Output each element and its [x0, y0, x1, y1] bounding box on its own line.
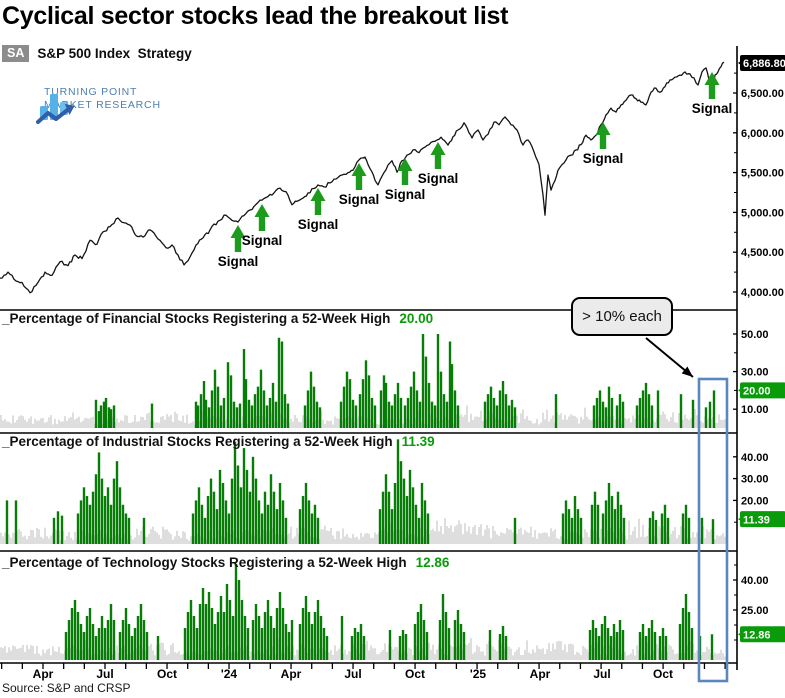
callout-arrow	[645, 337, 694, 378]
svg-text:10.00: 10.00	[741, 404, 769, 416]
svg-text:40.00: 40.00	[741, 452, 769, 464]
technology-right-axis: 25.00 40.00	[733, 564, 769, 641]
signal-up-arrow-icon	[351, 163, 367, 190]
signal-up-arrow-icon	[310, 188, 326, 215]
svg-text:5,500.00: 5,500.00	[741, 168, 784, 180]
svg-text:Oct: Oct	[405, 667, 425, 681]
svg-text:11.39: 11.39	[743, 514, 770, 526]
price-line	[0, 61, 725, 294]
svg-text:Signal: Signal	[418, 171, 459, 186]
svg-text:Oct: Oct	[653, 667, 673, 681]
signal-up-arrow-icon	[704, 72, 720, 99]
svg-text:5,000.00: 5,000.00	[741, 207, 784, 219]
industrial-green-bars	[5, 439, 715, 544]
signal-up-arrow-icon	[595, 122, 611, 149]
bar-chart-arrow-logo-icon	[36, 94, 75, 124]
industrial-panel-label: _Percentage of Industrial Stocks Registe…	[2, 434, 435, 449]
technology-green-bars	[64, 564, 714, 660]
svg-text:Apr: Apr	[281, 667, 302, 681]
svg-text:6,886.80: 6,886.80	[743, 58, 785, 70]
page-title: Cyclical sector stocks lead the breakout…	[2, 2, 509, 30]
svg-text:20.00: 20.00	[741, 495, 769, 507]
industrial-last-value: 11.39	[401, 434, 435, 449]
signal-up-arrow-icon	[230, 225, 246, 252]
industrial-panel-title: _Percentage of Industrial Stocks Registe…	[2, 434, 393, 449]
technology-panel-label: _Percentage of Technology Stocks Registe…	[2, 555, 449, 570]
logo-line1: TURNING POINT	[44, 86, 138, 98]
value-badges: 6,886.80 20.00 11.39 12.86	[738, 55, 785, 643]
svg-text:Apr: Apr	[530, 667, 551, 681]
highlight-box	[697, 377, 729, 683]
svg-text:Jul: Jul	[344, 667, 361, 681]
sa-badge: SA	[2, 45, 30, 62]
svg-text:25.00: 25.00	[741, 605, 769, 617]
svg-text:6,000.00: 6,000.00	[741, 128, 784, 140]
svg-text:30.00: 30.00	[741, 367, 769, 379]
svg-text:Jul: Jul	[96, 667, 113, 681]
svg-text:12.86: 12.86	[743, 629, 771, 641]
svg-text:4,000.00: 4,000.00	[741, 287, 784, 299]
financial-panel-title: _Percentage of Financial Stocks Register…	[2, 311, 391, 326]
source-note: Source: S&P and CRSP	[2, 681, 131, 695]
svg-text:6,500.00: 6,500.00	[741, 88, 784, 100]
financial-right-axis: 10.00 30.00 50.00	[733, 329, 769, 416]
signal-up-arrow-icon	[430, 142, 446, 169]
svg-text:Signal: Signal	[692, 101, 733, 116]
svg-text:Signal: Signal	[339, 192, 380, 207]
svg-text:40.00: 40.00	[741, 575, 769, 587]
svg-text:30.00: 30.00	[741, 474, 769, 486]
price-right-axis: 4,000.00 4,500.00 5,000.00 5,500.00 6,000.00…	[733, 72, 784, 299]
subtitle-row: SA S&P 500 Index Strategy	[2, 45, 192, 62]
x-axis: Apr Jul Oct '24 Apr Jul Oct '25 Apr Jul Oct	[1, 663, 726, 681]
technology-last-value: 12.86	[415, 555, 450, 570]
svg-text:'24: '24	[221, 667, 238, 681]
financial-last-value: 20.00	[399, 311, 434, 326]
technology-panel-title: _Percentage of Technology Stocks Registe…	[2, 555, 407, 570]
industrial-right-axis: 20.00 30.00 40.00	[733, 452, 769, 523]
svg-text:Oct: Oct	[157, 667, 177, 681]
signal-up-arrow-icon	[254, 204, 270, 231]
financial-panel-label: _Percentage of Financial Stocks Register…	[2, 311, 433, 326]
turning-point-logo: TURNING POINT MARKET RESEARCH	[36, 86, 161, 124]
svg-text:50.00: 50.00	[741, 329, 769, 341]
svg-text:Signal: Signal	[298, 217, 339, 232]
signal-up-arrow-icon	[397, 158, 413, 185]
svg-text:Signal: Signal	[385, 187, 426, 202]
svg-text:Apr: Apr	[33, 667, 54, 681]
svg-text:Signal: Signal	[218, 254, 259, 269]
svg-text:20.00: 20.00	[743, 386, 771, 398]
svg-text:Signal: Signal	[242, 233, 283, 248]
svg-text:4,500.00: 4,500.00	[741, 247, 784, 259]
svg-text:'25: '25	[470, 667, 487, 681]
svg-text:Signal: Signal	[583, 151, 624, 166]
axes	[0, 46, 738, 670]
svg-text:Jul: Jul	[593, 667, 610, 681]
financial-green-bars	[94, 334, 716, 428]
chart-subtitle: S&P 500 Index Strategy	[37, 46, 192, 61]
ten-percent-callout: > 10% each	[571, 297, 673, 336]
